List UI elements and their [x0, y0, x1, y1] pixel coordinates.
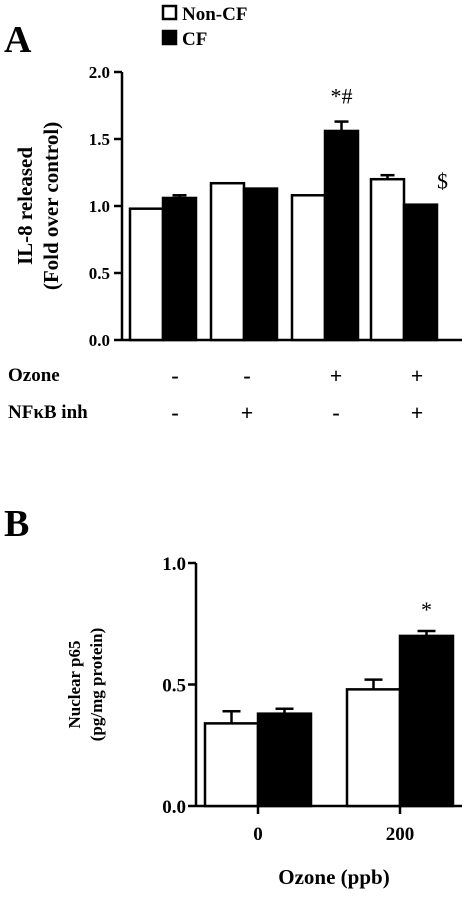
panel-b-chart: 0.0 0.5 1.0 Nuclear p65 (pg/mg protein) * 0 200… — [65, 554, 462, 889]
panel-a-annotation-0: *# — [331, 84, 353, 109]
panel-a-letter: A — [4, 19, 32, 61]
panel-a-bar-non-cf-1 — [209, 181, 246, 342]
panel-a-condition-sign-0-1: - — [243, 363, 250, 388]
panel-a-y-tick-label: 0.5 — [89, 264, 110, 283]
panel-a-y-label-line2: (Fold over control) — [39, 122, 63, 290]
panel-a-condition-label-0: Ozone — [8, 365, 60, 386]
legend: Non-CF CF — [161, 4, 247, 50]
panel-a-y-tick-label: 1.5 — [89, 130, 110, 149]
legend-label-non-cf: Non-CF — [182, 4, 247, 25]
panel-a-condition-sign-1-3: + — [411, 400, 424, 425]
legend-label-cf: CF — [182, 29, 207, 50]
panel-b-annotation-0: * — [421, 597, 432, 622]
panel-a-y-tick-label: 2.0 — [89, 63, 110, 82]
panel-a-bar-cf-3 — [402, 203, 439, 342]
panel-b-y-label-line2: (pg/mg protein) — [87, 628, 106, 742]
panel-a-condition-label-1: NFκB inh — [8, 402, 88, 423]
panel-a-bar-non-cf-2 — [290, 194, 327, 342]
panel-b-y-label-line1: Nuclear p65 — [65, 641, 84, 729]
panel-b-x-tick-label-1: 200 — [386, 824, 415, 845]
panel-b-x-tick-label-0: 0 — [253, 824, 263, 845]
panel-a-bar-cf-0 — [161, 196, 198, 342]
panel-a-annotation-1: $ — [437, 169, 448, 194]
panel-a-y-tick-label: 1.0 — [89, 197, 110, 216]
panel-a-bar-non-cf-0 — [128, 207, 165, 342]
panel-a-bar-cf-2 — [323, 129, 360, 342]
panel-b-letter: B — [4, 503, 29, 545]
panel-a-condition-sign-1-2: - — [332, 400, 339, 425]
panel-a-condition-sign-1-0: - — [171, 400, 178, 425]
panel-b-bar-non-cf-1 — [345, 688, 402, 808]
panel-b-bar-cf-0 — [256, 712, 313, 808]
panel-b-y-tick-label: 1.0 — [162, 554, 186, 575]
panel-a-y-label-line1: IL-8 released — [13, 147, 37, 265]
panel-a-condition-sign-1-1: + — [241, 400, 254, 425]
panel-b-bar-non-cf-0 — [203, 722, 260, 808]
panel-a-bar-cf-1 — [242, 187, 279, 342]
panel-b-bar-cf-1 — [398, 634, 455, 808]
panel-a-condition-sign-0-2: + — [330, 363, 343, 388]
panel-a-y-label: IL-8 released (Fold over control) — [13, 122, 63, 290]
panel-a-y-tick-label: 0.0 — [89, 331, 110, 350]
legend-swatch-non-cf — [161, 4, 178, 21]
panel-b-y-tick-label: 0.5 — [162, 676, 186, 697]
panel-b-y-tick-label: 0.0 — [162, 797, 186, 818]
panel-b-y-label: Nuclear p65 (pg/mg protein) — [65, 628, 106, 742]
panel-a-chart: 0.0 0.5 1.0 1.5 2.0 IL-8 released (Fold over c… — [8, 63, 462, 425]
legend-swatch-cf — [161, 29, 178, 46]
panel-a-bar-non-cf-3 — [369, 177, 406, 342]
panel-b-x-label: Ozone (ppb) — [278, 865, 389, 889]
panel-a-condition-sign-0-0: - — [171, 363, 178, 388]
panel-a-condition-sign-0-3: + — [411, 363, 424, 388]
